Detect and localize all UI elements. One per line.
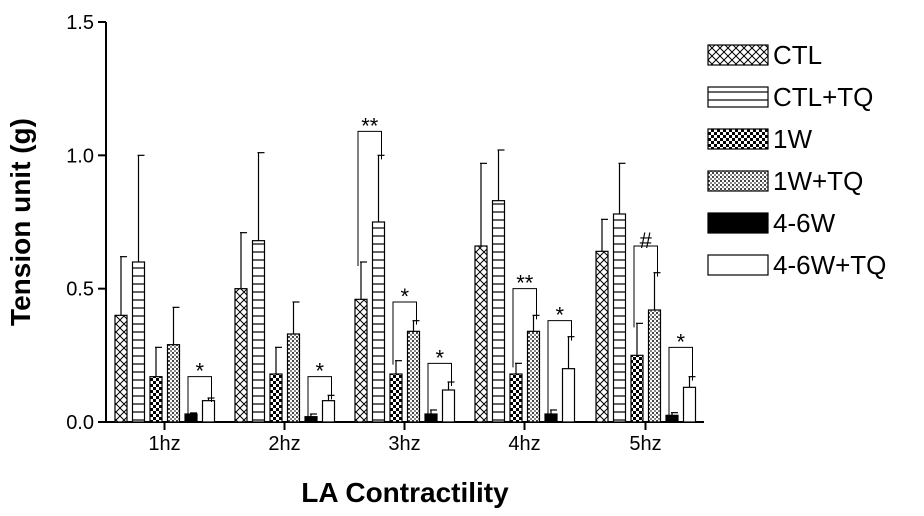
- significance-label: *: [435, 345, 444, 370]
- significance-bracket: [187, 376, 212, 417]
- bar-ctl: [474, 245, 488, 423]
- bar-4-6w-tq: [321, 400, 336, 423]
- x-tick-label: 3hz: [388, 433, 420, 455]
- significance-label: *: [195, 359, 204, 384]
- bar-4-6w: [184, 413, 198, 423]
- bar-1w: [389, 373, 403, 423]
- legend-label: CTL: [773, 40, 822, 70]
- legend-swatch: [707, 170, 769, 192]
- bar-1w: [269, 373, 283, 423]
- x-tick-label: 5hz: [629, 433, 661, 455]
- significance-bracket: [512, 288, 537, 368]
- significance-bracket: [668, 346, 693, 417]
- bar-4-6w: [665, 414, 679, 423]
- legend-swatch: [707, 86, 769, 108]
- legend-swatch: [707, 254, 769, 276]
- bar-4-6w-tq: [441, 389, 456, 423]
- y-tick-label: 0.5: [66, 279, 94, 301]
- bar-ctl-tq: [371, 221, 386, 423]
- x-tick-label: 2hz: [268, 433, 300, 455]
- bar-4-6w-tq: [561, 368, 576, 423]
- bar-ctl-tq: [251, 240, 266, 423]
- bar-ctl: [234, 288, 248, 423]
- bar-1w-tq: [647, 309, 662, 423]
- y-axis-title: Tension unit (g): [5, 118, 36, 326]
- significance-label: **: [361, 113, 379, 138]
- bar-1w-tq: [286, 333, 301, 423]
- significance-label: *: [315, 359, 324, 384]
- significance-bracket: [547, 320, 572, 414]
- significance-label: *: [400, 284, 409, 309]
- legend-label: 1W: [773, 124, 812, 154]
- bar-4-6w: [424, 413, 438, 423]
- legend-swatch: [707, 128, 769, 150]
- bar-1w-tq: [166, 344, 181, 423]
- significance-bracket: [357, 130, 382, 266]
- significance-label: *: [555, 303, 564, 328]
- bar-ctl: [354, 298, 368, 423]
- y-axis: 0.0 0.5 1.0 1.5 Tension unit (g): [5, 12, 107, 434]
- significance-group: * ********#*: [187, 113, 693, 418]
- significance-label: #: [640, 228, 653, 253]
- y-tick-label: 0.0: [66, 412, 94, 434]
- bar-ctl-tq: [491, 200, 506, 423]
- x-tick-label: 1hz: [148, 433, 180, 455]
- bar-1w-tq: [406, 330, 421, 423]
- significance-label: *: [676, 329, 685, 354]
- bar-1w: [630, 354, 644, 423]
- bar-ctl-tq: [131, 261, 146, 423]
- bars-group: [114, 200, 697, 423]
- bar-1w: [149, 376, 163, 423]
- legend-swatch: [707, 44, 769, 66]
- significance-label: **: [516, 271, 534, 296]
- legend-label: 4-6W: [773, 208, 836, 238]
- legend: CTL CTL+TQ 1W 1W+TQ 4-6W 4-6W+TQ: [707, 40, 886, 280]
- legend-label: 1W+TQ: [773, 166, 863, 196]
- bar-1w: [509, 373, 523, 423]
- y-tick-label: 1.5: [66, 12, 94, 34]
- x-tick-label: 4hz: [508, 433, 540, 455]
- error-bars-group: [120, 149, 696, 417]
- bar-ctl: [595, 250, 609, 423]
- significance-bracket: [633, 245, 658, 328]
- bar-ctl: [114, 314, 128, 423]
- significance-bracket: [307, 376, 332, 418]
- legend-swatch: [707, 212, 769, 234]
- bar-ctl-tq: [612, 213, 627, 423]
- bar-4-6w: [544, 413, 558, 423]
- legend-label: CTL+TQ: [773, 82, 873, 112]
- bar-4-6w-tq: [682, 386, 697, 423]
- x-axis-title: LA Contractility: [301, 477, 509, 508]
- x-axis: 1hz 2hz 3hz 4hz 5hz LA Contractility: [106, 421, 704, 508]
- y-tick-label: 1.0: [66, 145, 94, 167]
- legend-label: 4-6W+TQ: [773, 250, 886, 280]
- bar-1w-tq: [526, 330, 541, 423]
- significance-bracket: [392, 301, 417, 365]
- bar-4-6w: [304, 416, 318, 423]
- bar-4-6w-tq: [201, 400, 216, 423]
- significance-bracket: [427, 362, 452, 414]
